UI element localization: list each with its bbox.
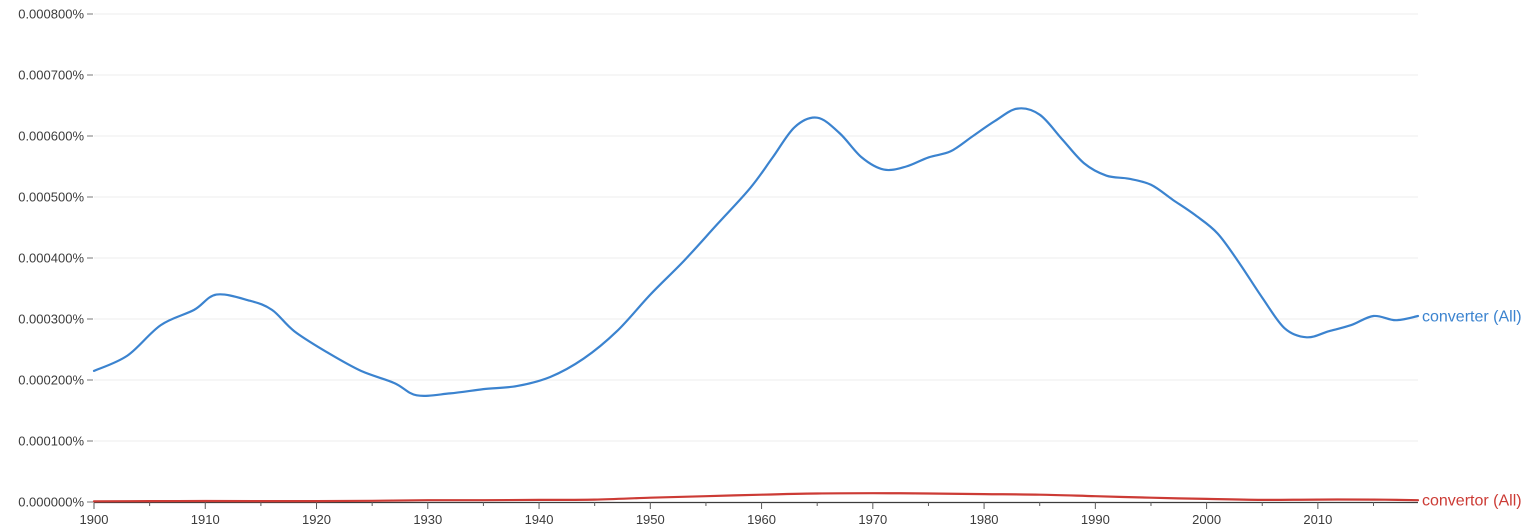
y-tick-label: 0.000800% — [18, 7, 84, 22]
axes: 0.000000% 0.000100% 0.000200% 0.000300% 0.00… — [18, 7, 1418, 527]
gridlines — [94, 13, 1418, 442]
x-tick-label: 1960 — [747, 512, 776, 527]
series-labels: converter (All) convertor (All) — [1422, 308, 1522, 509]
x-tick-label: 2000 — [1192, 512, 1221, 527]
x-tick-label: 1940 — [525, 512, 554, 527]
y-tick-label: 0.000500% — [18, 190, 84, 205]
y-tick-label: 0.000600% — [18, 129, 84, 144]
series-line-convertor[interactable] — [92, 492, 1420, 503]
series-lines — [92, 107, 1420, 503]
series-line-converter[interactable] — [92, 107, 1420, 397]
x-tick-label: 1900 — [80, 512, 109, 527]
y-tick-label: 0.000700% — [18, 68, 84, 83]
x-tick-label: 1910 — [191, 512, 220, 527]
x-tick-label: 1970 — [858, 512, 887, 527]
x-tick-label: 1950 — [636, 512, 665, 527]
series-label-converter: converter (All) — [1422, 308, 1522, 325]
y-tick-label: 0.000000% — [18, 495, 84, 510]
x-tick-label: 1990 — [1081, 512, 1110, 527]
series-label-convertor: convertor (All) — [1422, 493, 1522, 510]
y-tick-label: 0.000400% — [18, 251, 84, 266]
y-tick-label: 0.000200% — [18, 373, 84, 388]
x-tick-label: 1930 — [413, 512, 442, 527]
y-tick-label: 0.000300% — [18, 312, 84, 327]
x-tick-label: 1920 — [302, 512, 331, 527]
y-tick-label: 0.000100% — [18, 434, 84, 449]
x-tick-label: 1980 — [970, 512, 999, 527]
x-tick-label: 2010 — [1303, 512, 1332, 527]
